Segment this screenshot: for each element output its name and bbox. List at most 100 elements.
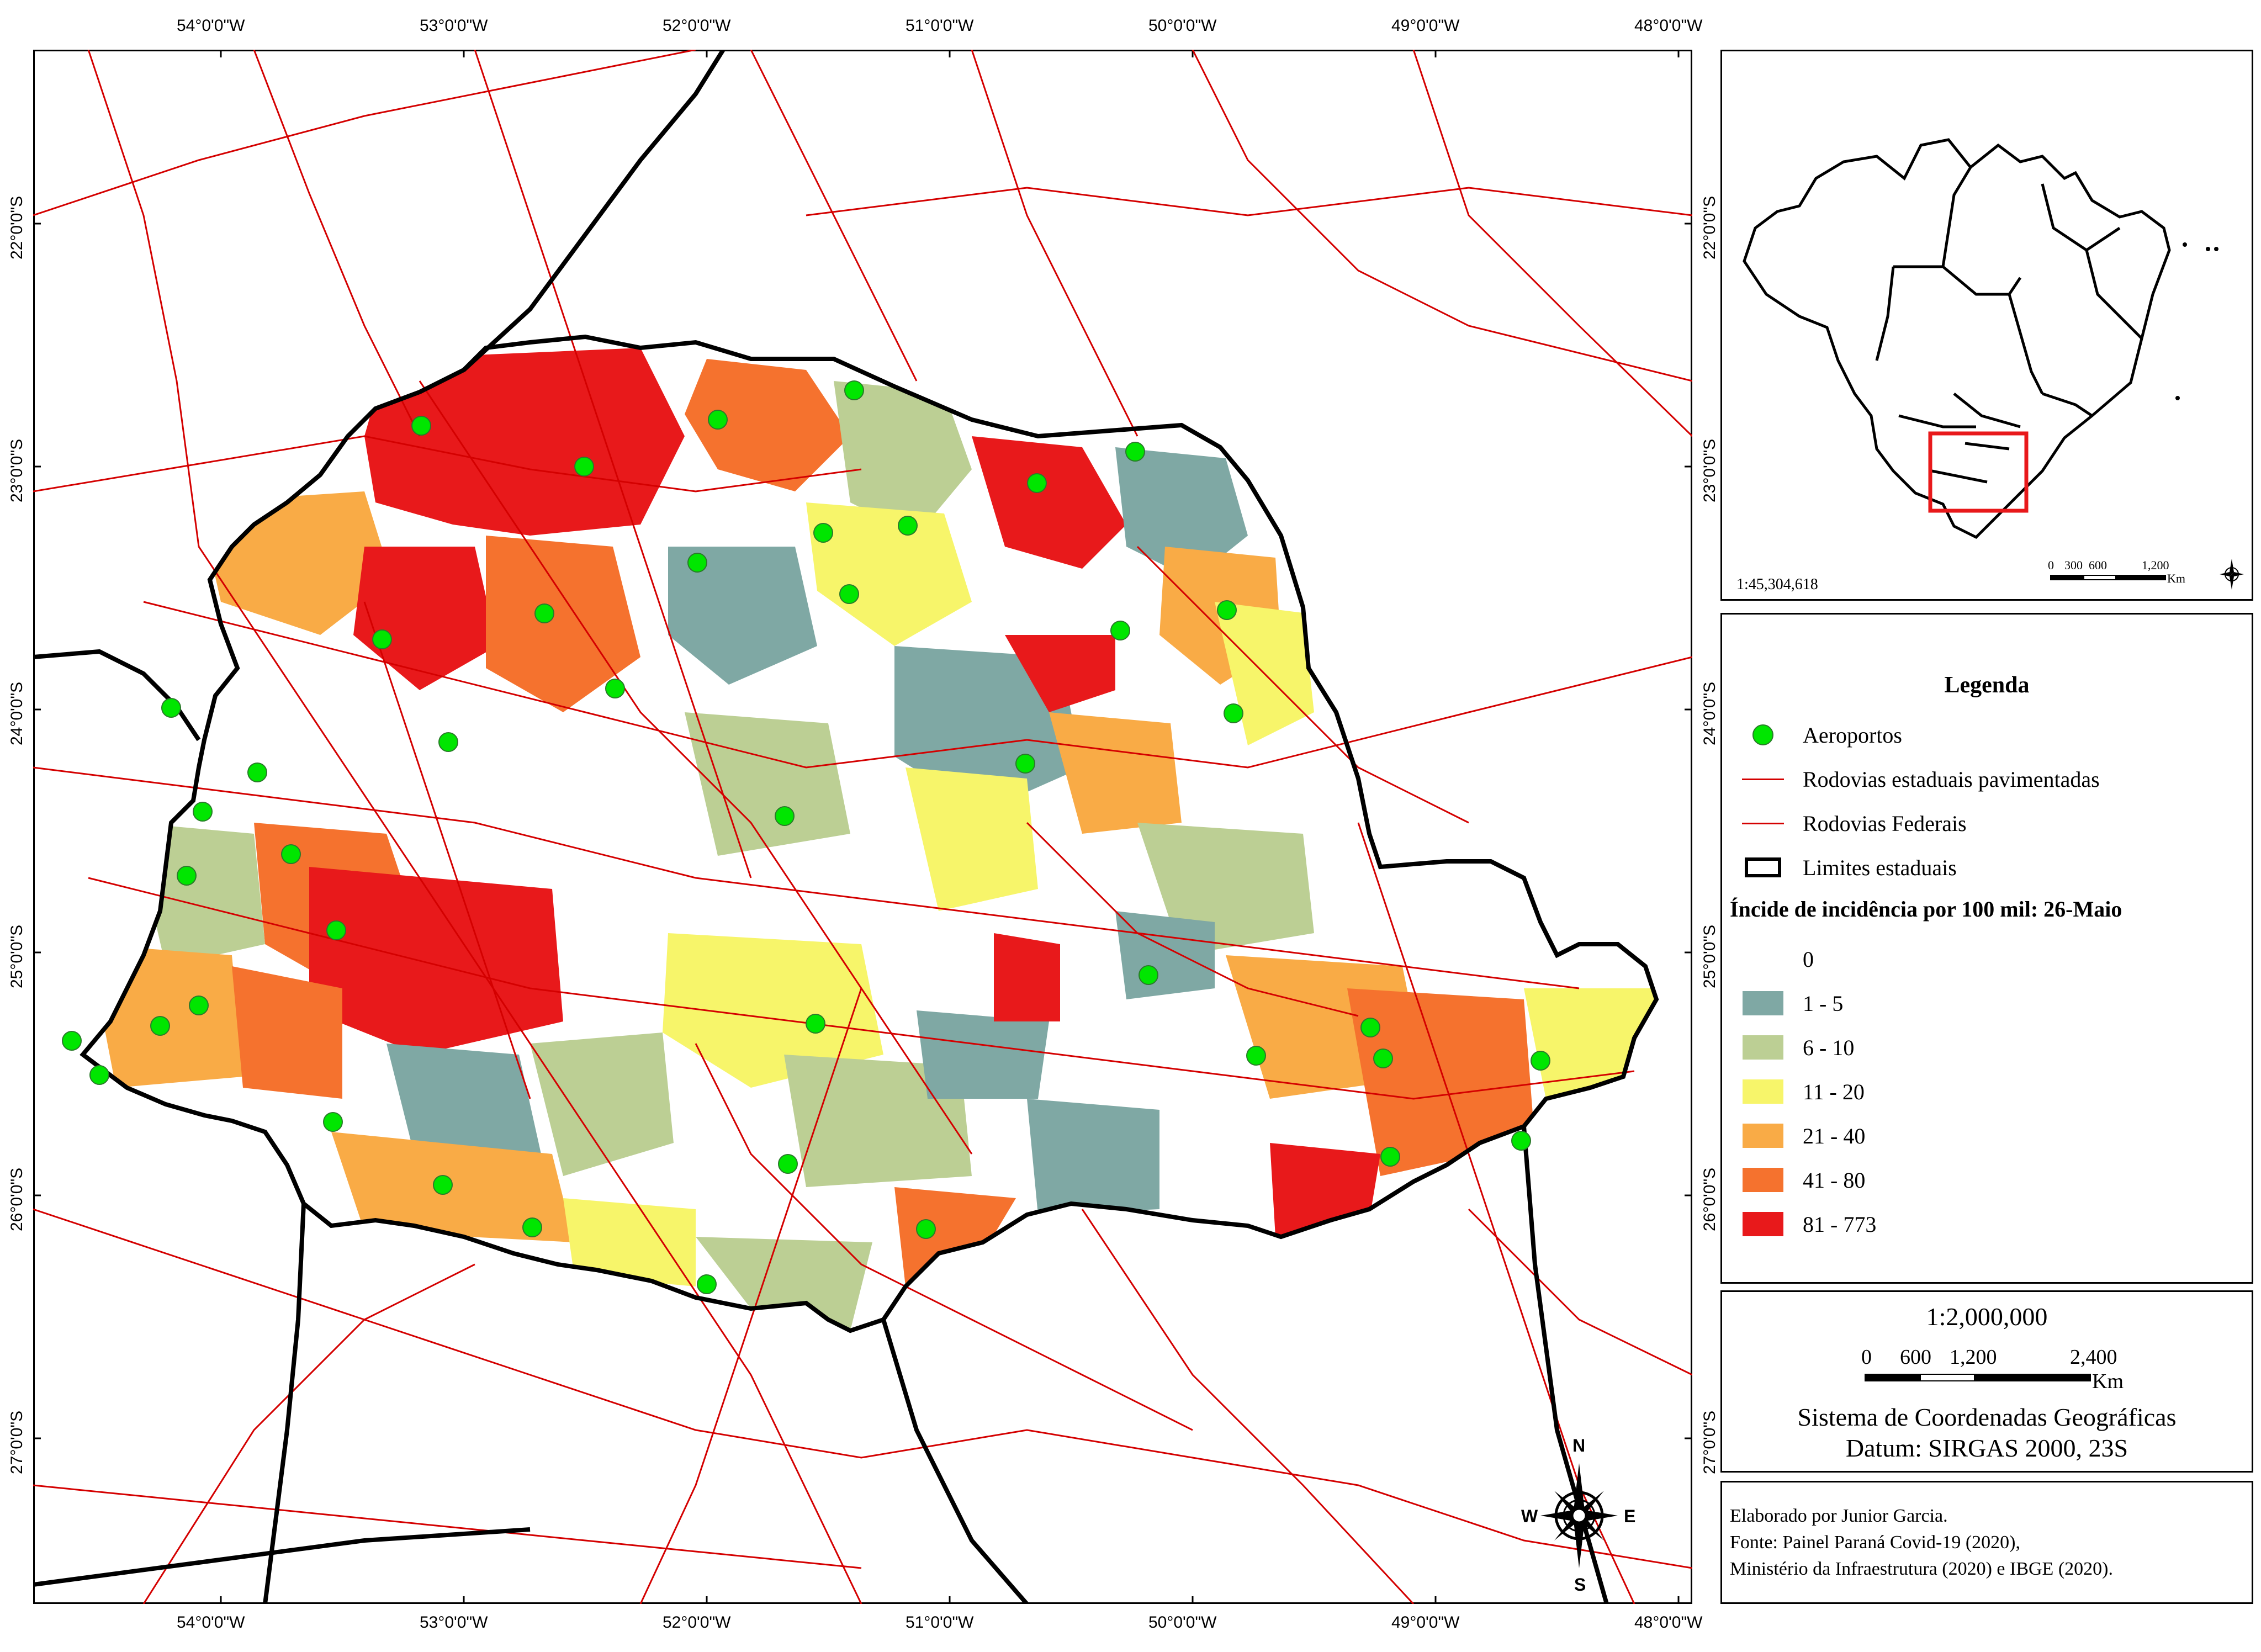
legend-class-item: 1 - 5 xyxy=(1742,987,1843,1020)
region-1-5 xyxy=(668,547,817,685)
class-label: 21 - 40 xyxy=(1803,1123,1866,1148)
airport-marker xyxy=(177,866,197,886)
airport-marker xyxy=(1380,1147,1400,1167)
compass-e-label: E xyxy=(1624,1506,1636,1526)
lon-label-top: 54°0'0"W xyxy=(177,17,245,35)
airport-marker xyxy=(916,1219,936,1239)
lon-label-top: 50°0'0"W xyxy=(1148,17,1217,35)
lat-label-left: 24°0'0"S xyxy=(8,681,26,745)
lon-label-bottom: 50°0'0"W xyxy=(1148,1613,1217,1632)
class-swatch xyxy=(1743,1079,1783,1104)
airport-marker xyxy=(605,679,625,698)
class-label: 11 - 20 xyxy=(1803,1079,1865,1104)
airport-marker xyxy=(323,1112,343,1132)
region-6-10 xyxy=(530,1032,674,1176)
lat-label-left: 23°0'0"S xyxy=(8,438,26,502)
lat-label-left: 25°0'0"S xyxy=(8,924,26,988)
airport-marker xyxy=(281,844,301,864)
region-11-20 xyxy=(563,1198,696,1286)
region-41-80 xyxy=(685,359,850,491)
airport-marker xyxy=(193,802,213,822)
lon-label-bottom: 48°0'0"W xyxy=(1634,1613,1703,1632)
legend-panel: Legenda Aeroportos Rodovias estaduais pa… xyxy=(1720,613,2253,1284)
lat-label-left: 22°0'0"S xyxy=(8,195,26,260)
airport-marker xyxy=(1139,965,1158,985)
class-label: 41 - 80 xyxy=(1803,1167,1866,1193)
legend-class-title: Íncide de incidência por 100 mil: 26-Mai… xyxy=(1730,897,2122,922)
scalebar: 0 600 1,200 2,400 Km xyxy=(1861,1346,2124,1393)
inset-scalebar: 0 300 600 1,200 Km xyxy=(2048,558,2185,585)
credit-source-1: Fonte: Painel Paraná Covid-19 (2020), xyxy=(1730,1532,2020,1553)
compass-n-label: N xyxy=(1572,1436,1586,1455)
legend-class-item: 6 - 10 xyxy=(1742,1031,1854,1064)
region-41-80 xyxy=(486,536,640,712)
lon-label-bottom: 52°0'0"W xyxy=(663,1613,731,1632)
state-limits xyxy=(33,50,1659,1604)
airport-marker xyxy=(247,763,267,782)
airport-marker xyxy=(708,410,728,430)
airport-marker xyxy=(433,1175,453,1195)
airport-marker xyxy=(189,996,209,1015)
legend-item-federal-roads: Rodovias Federais xyxy=(1742,807,1967,840)
airports-layer xyxy=(62,380,1550,1294)
class-swatch xyxy=(1743,1124,1783,1148)
road-line-icon xyxy=(1742,778,1784,780)
map-canvas xyxy=(33,50,1692,1604)
region-6-10 xyxy=(834,381,972,536)
lat-label-right: 26°0'0"S xyxy=(1701,1167,1719,1231)
region-81-773 xyxy=(364,348,685,536)
road-network xyxy=(33,50,1692,1604)
region-1-5 xyxy=(1115,447,1248,580)
region-21-40 xyxy=(1049,712,1182,834)
legend-item-state-roads: Rodovias estaduais pavimentadas xyxy=(1742,763,2100,796)
legend-label: Rodovias Federais xyxy=(1803,811,1967,836)
region-11-20 xyxy=(906,767,1038,911)
legend-class-item: 21 - 40 xyxy=(1742,1119,1865,1152)
region-1-5 xyxy=(1027,1099,1159,1215)
airport-marker xyxy=(697,1274,717,1294)
region-41-80 xyxy=(1347,988,1535,1176)
brazil-outline xyxy=(1743,138,2218,539)
lat-label-right: 24°0'0"S xyxy=(1701,681,1719,745)
legend-class-item: 41 - 80 xyxy=(1742,1163,1865,1196)
lon-label-top: 52°0'0"W xyxy=(663,17,731,35)
region-1-5 xyxy=(917,1010,1049,1099)
airport-marker xyxy=(574,457,594,476)
compass-w-label: W xyxy=(1521,1506,1538,1526)
airport-marker xyxy=(1110,621,1130,640)
lon-label-top: 51°0'0"W xyxy=(906,17,974,35)
north-arrow: N S W E xyxy=(1521,1436,1637,1596)
class-label: 81 - 773 xyxy=(1803,1211,1877,1237)
airport-marker xyxy=(1027,473,1047,493)
airport-marker xyxy=(1360,1018,1380,1037)
airport-marker xyxy=(1125,442,1145,462)
airport-marker xyxy=(1373,1049,1393,1068)
lat-label-right: 23°0'0"S xyxy=(1701,438,1719,502)
region-21-40 xyxy=(331,1132,574,1242)
airport-marker xyxy=(534,603,554,623)
lon-label-bottom: 49°0'0"W xyxy=(1391,1613,1460,1632)
airport-marker xyxy=(898,516,918,536)
lon-label-bottom: 53°0'0"W xyxy=(420,1613,488,1632)
inset-north-arrow-icon xyxy=(2220,559,2244,590)
airport-marker xyxy=(161,698,181,718)
airport-marker xyxy=(687,553,707,573)
airport-marker xyxy=(1015,754,1035,774)
airport-marker xyxy=(778,1154,798,1174)
lat-label-right: 27°0'0"S xyxy=(1701,1410,1719,1474)
region-81-773 xyxy=(994,933,1060,1021)
legend-class-item: 11 - 20 xyxy=(1742,1075,1865,1108)
class-swatch xyxy=(1743,991,1783,1015)
region-6-10 xyxy=(696,1237,872,1331)
datum-label: Datum: SIRGAS 2000, 23S xyxy=(1845,1434,2128,1462)
inset-locator-map: 1:45,304,618 0 300 600 1,200 Km xyxy=(1720,50,2253,601)
credit-author: Elaborado por Junior Garcia. xyxy=(1730,1506,1948,1526)
credits-panel: Elaborado por Junior Garcia. Fonte: Pain… xyxy=(1720,1481,2253,1604)
legend-item-state-limits: Limites estaduais xyxy=(1742,851,1957,884)
region-81-773 xyxy=(972,436,1126,569)
legend-label: Limites estaduais xyxy=(1803,855,1957,880)
region-11-20 xyxy=(663,933,883,1088)
legend-title: Legenda xyxy=(1944,673,2030,698)
airport-marker xyxy=(1511,1131,1531,1151)
airport-marker xyxy=(844,380,864,400)
